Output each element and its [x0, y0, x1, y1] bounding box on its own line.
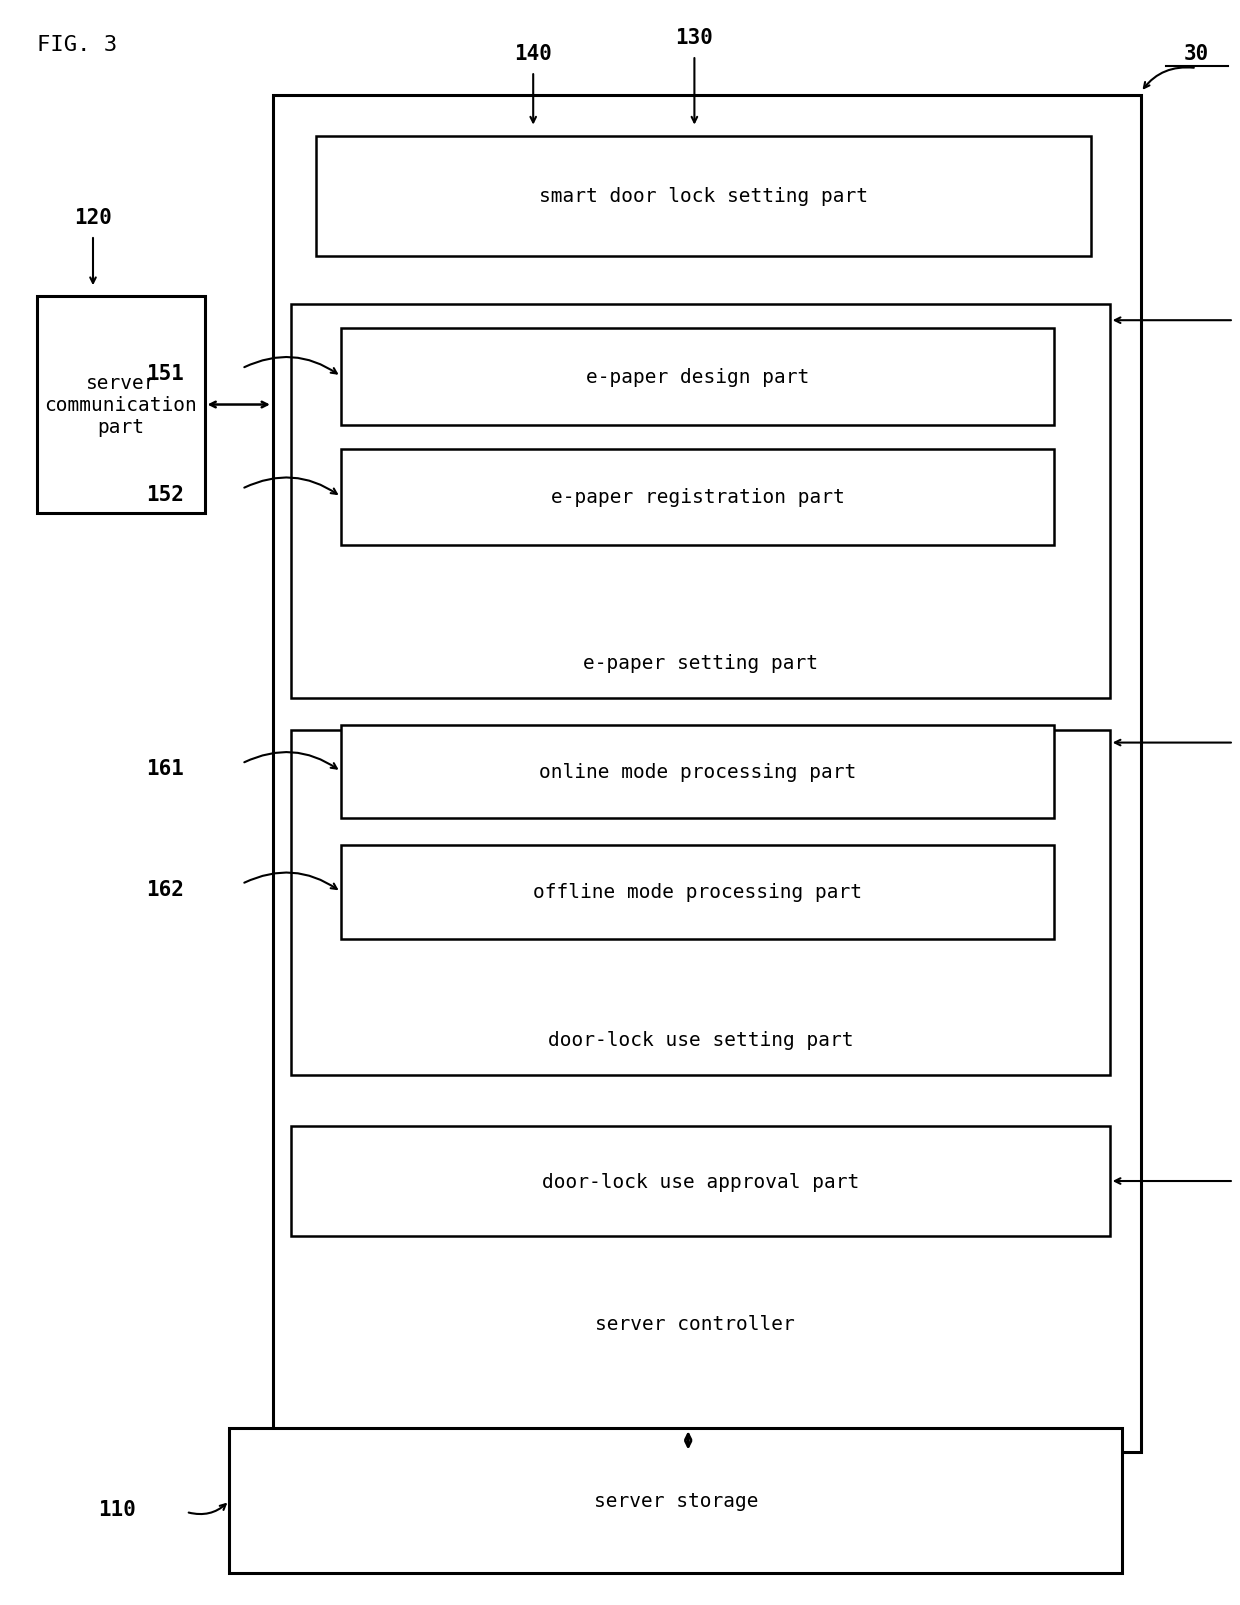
FancyBboxPatch shape	[229, 1428, 1122, 1573]
FancyBboxPatch shape	[341, 449, 1054, 546]
Text: offline mode processing part: offline mode processing part	[533, 883, 862, 902]
FancyBboxPatch shape	[341, 329, 1054, 425]
Text: 152: 152	[145, 485, 184, 504]
Text: server
communication
part: server communication part	[45, 374, 197, 437]
Text: door-lock use setting part: door-lock use setting part	[548, 1030, 853, 1050]
Text: online mode processing part: online mode processing part	[539, 762, 856, 782]
Text: 30: 30	[1184, 45, 1209, 64]
Text: server controller: server controller	[594, 1314, 795, 1334]
Text: door-lock use approval part: door-lock use approval part	[542, 1172, 859, 1191]
Text: 151: 151	[145, 364, 184, 384]
Text: e-paper registration part: e-paper registration part	[551, 488, 844, 507]
Text: e-paper setting part: e-paper setting part	[583, 653, 818, 672]
Text: server storage: server storage	[594, 1491, 758, 1510]
Text: 162: 162	[145, 880, 184, 899]
Text: 120: 120	[74, 209, 112, 228]
Text: 161: 161	[145, 759, 184, 778]
FancyBboxPatch shape	[341, 725, 1054, 819]
FancyBboxPatch shape	[291, 1127, 1110, 1236]
FancyBboxPatch shape	[291, 730, 1110, 1075]
FancyBboxPatch shape	[37, 297, 205, 514]
FancyBboxPatch shape	[316, 136, 1091, 257]
Text: 140: 140	[515, 45, 552, 64]
Text: FIG. 3: FIG. 3	[37, 35, 118, 55]
Text: e-paper design part: e-paper design part	[585, 368, 810, 387]
FancyBboxPatch shape	[273, 96, 1141, 1453]
Text: 130: 130	[676, 29, 713, 48]
Text: 110: 110	[98, 1499, 136, 1518]
FancyBboxPatch shape	[341, 846, 1054, 939]
Text: smart door lock setting part: smart door lock setting part	[539, 188, 868, 205]
FancyBboxPatch shape	[291, 305, 1110, 698]
